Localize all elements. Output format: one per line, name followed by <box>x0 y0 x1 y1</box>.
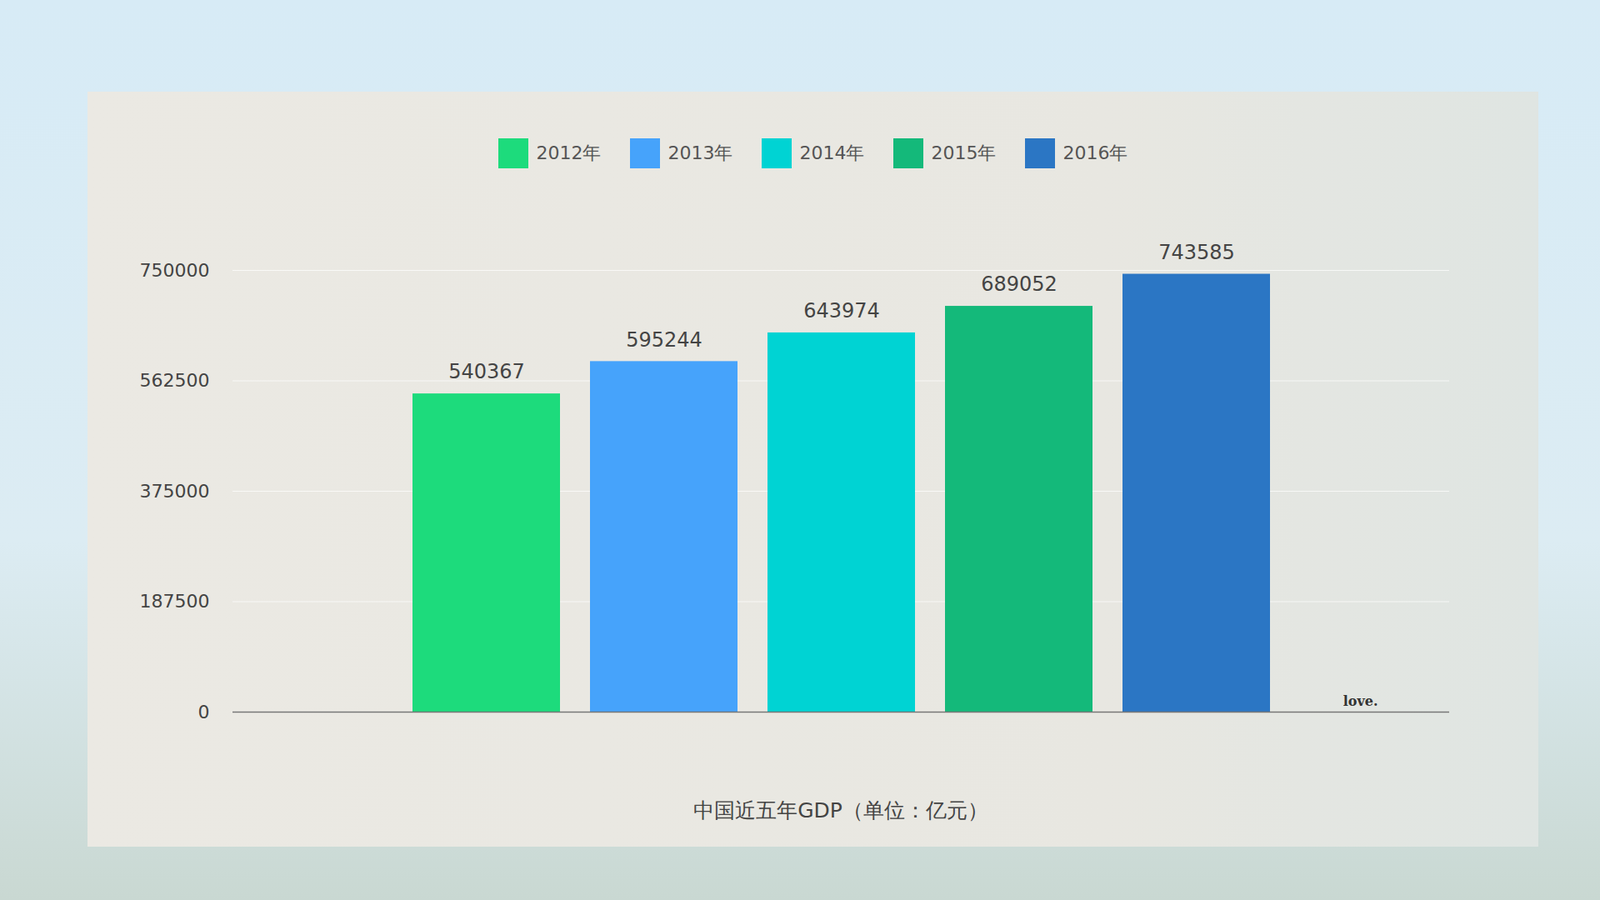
svg-text:743585: 743585 <box>1158 240 1235 265</box>
svg-text:595244: 595244 <box>625 328 703 352</box>
html-text:2012年: 2012年 <box>536 142 602 164</box>
html-text:中国近五年GDP（单位：亿元）: 中国近五年GDP（单位：亿元） <box>693 798 989 823</box>
html-text:2014年: 2014年 <box>799 142 865 164</box>
html-text:2015年: 2015年 <box>931 142 997 164</box>
svg-text:187500: 187500 <box>140 590 210 612</box>
html-text:2016年: 2016年 <box>1062 142 1128 164</box>
svg-text:0: 0 <box>198 701 210 723</box>
svg-text:540367: 540367 <box>448 360 525 384</box>
svg-text:375000: 375000 <box>140 480 210 502</box>
html-text:2013年: 2013年 <box>667 142 733 164</box>
svg-text:643974: 643974 <box>803 299 880 323</box>
svg-text:562500: 562500 <box>140 370 210 391</box>
svg-text:love.: love. <box>1343 693 1379 710</box>
svg-text:750000: 750000 <box>140 260 210 281</box>
svg-text:689052: 689052 <box>980 272 1058 296</box>
